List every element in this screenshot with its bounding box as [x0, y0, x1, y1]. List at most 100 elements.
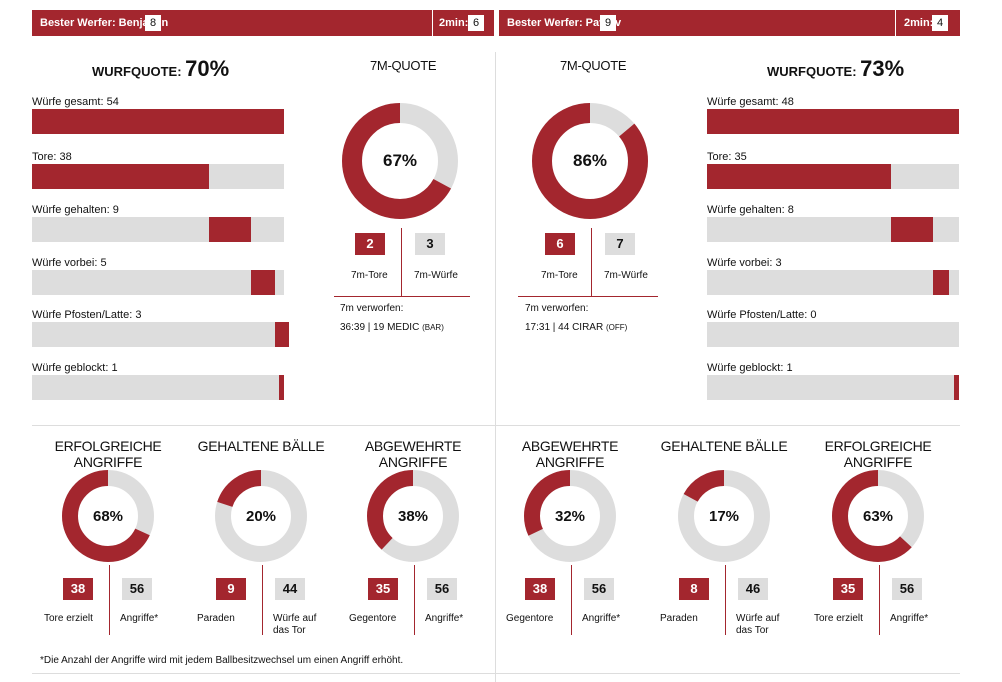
panel-donut-arc: [367, 470, 459, 562]
left_team-bar-label: Würfe Pfosten/Latte: 3: [32, 309, 142, 321]
right_team-bar-label: Würfe geblockt: 1: [707, 362, 793, 374]
left-header-bar: Bester Werfer: Benjamin 8 2min: 6: [32, 10, 494, 36]
panel-donut-svg: [832, 470, 924, 562]
right-best-thrower-goals: 9: [600, 15, 616, 31]
left_team-bar: [274, 322, 289, 347]
left_team-bar: [279, 375, 284, 400]
panel-label-b: Würfe auf das Tor: [273, 613, 317, 636]
left_team-bar-track: [32, 375, 284, 400]
section-divider: [32, 425, 960, 426]
panel-donut: 38%: [367, 470, 459, 562]
panel-value-b: 56: [584, 578, 614, 600]
panel-percent: 38%: [397, 507, 429, 525]
panel-donut: 32%: [524, 470, 616, 562]
box-divider: [725, 565, 726, 635]
right_team-bar-track: [707, 322, 959, 347]
panel-value-a: 8: [679, 578, 709, 600]
panel-donut-arc: [215, 470, 307, 562]
box-divider: [879, 565, 880, 635]
right-header-bar: Bester Werfer: Pavlov 9 2min: 4: [499, 10, 960, 36]
panel-label-a: Tore erzielt: [814, 613, 863, 624]
panel-donut: 17%: [678, 470, 770, 562]
panel-title: ERFOLGREICHE ANGRIFFE: [824, 438, 932, 470]
panel-donut-arc: [832, 470, 924, 562]
panel-label-b: Angriffe*: [890, 613, 929, 624]
left-wurfquote-label: WURFQUOTE:: [92, 64, 182, 79]
left_team-bar-label: Würfe gehalten: 9: [32, 204, 119, 216]
panel-donut: 68%: [62, 470, 154, 562]
left-7m-verworfen: 36:39 | 19 MEDIC (BAR): [340, 322, 444, 334]
left_team-bar-label: Tore: 38: [32, 151, 72, 163]
left_team-bar: [32, 164, 210, 189]
right_team-bar-label: Würfe Pfosten/Latte: 0: [707, 309, 817, 321]
panel-label-b: Angriffe*: [582, 613, 621, 624]
right_team-bar-track: [707, 270, 959, 295]
right-7m-donut-svg: [532, 103, 648, 219]
left-7m-donut-arc: [342, 103, 458, 219]
panel-donut-arc: [62, 470, 154, 562]
panel-label-a: Gegentore: [506, 613, 554, 624]
right-7m-wuerfe-label: 7m-Würfe: [604, 270, 648, 281]
left_team-bar-label: Würfe geblockt: 1: [32, 362, 118, 374]
left-7m-donut-svg: [342, 103, 458, 219]
right-7m-verworfen: 17:31 | 44 CIRAR (OFF): [525, 322, 627, 334]
right_team-bar: [707, 109, 959, 134]
panel-title: GEHALTENE BÄLLE: [660, 438, 788, 454]
panel-donut-svg: [367, 470, 459, 562]
panel-donut-svg: [678, 470, 770, 562]
panel-label-a: Tore erzielt: [44, 613, 93, 624]
left-wurfquote: WURFQUOTE: 70%: [92, 56, 229, 82]
panel-donut-arc: [678, 470, 770, 562]
right-7m-wuerfe: 7: [605, 233, 635, 255]
left_team-bar: [251, 270, 275, 295]
panel-donut-svg: [524, 470, 616, 562]
panel-value-b: 46: [738, 578, 768, 600]
right-7m-tore: 6: [545, 233, 575, 255]
panel-value-b: 56: [427, 578, 457, 600]
panel-value-b: 56: [122, 578, 152, 600]
right-wurfquote-label: WURFQUOTE:: [767, 64, 857, 79]
left_team-bar-track: [32, 270, 284, 295]
right-7m-donut: 86%: [532, 103, 648, 219]
panel-donut-svg: [62, 470, 154, 562]
left-best-thrower-goals: 8: [145, 15, 161, 31]
panel-percent: 68%: [92, 507, 124, 525]
left_team-bar-label: Würfe vorbei: 5: [32, 257, 107, 269]
left-7m-verworfen-detail: 36:39 | 19 MEDIC: [340, 322, 420, 333]
panel-donut-arc: [524, 470, 616, 562]
left-7m-donut: 67%: [342, 103, 458, 219]
panel-value-a: 38: [525, 578, 555, 600]
right_team-bar: [707, 164, 891, 189]
right-best-thrower-label: Bester Werfer: Pavlov: [507, 17, 622, 29]
right-7m-verworfen-detail: 17:31 | 44 CIRAR: [525, 322, 604, 333]
left_team-bar-track: [32, 322, 284, 347]
box-divider: [571, 565, 572, 635]
right-2min-label: 2min:: [904, 17, 934, 29]
right-7m-percent: 86%: [572, 151, 608, 170]
right-wurfquote: WURFQUOTE: 73%: [767, 56, 904, 82]
panel-title: ABGEWEHRTE ANGRIFFE: [364, 438, 462, 470]
panel-label-a: Paraden: [660, 613, 698, 624]
panel-title: GEHALTENE BÄLLE: [197, 438, 325, 454]
right-7m-tore-label: 7m-Tore: [541, 270, 578, 281]
panel-percent: 63%: [862, 507, 894, 525]
right_team-bar: [953, 375, 959, 400]
left-7m-tore-label: 7m-Tore: [351, 270, 388, 281]
panel-label-b: Würfe auf das Tor: [736, 613, 780, 636]
panel-label-b: Angriffe*: [120, 613, 159, 624]
panel-value-a: 38: [63, 578, 93, 600]
panel-title: ERFOLGREICHE ANGRIFFE: [54, 438, 162, 470]
left-7m-verworfen-label: 7m verworfen:: [340, 303, 404, 314]
panel-value-a: 9: [216, 578, 246, 600]
box-divider: [414, 565, 415, 635]
panel-donut-svg: [215, 470, 307, 562]
right-7m-verworfen-label: 7m verworfen:: [525, 303, 589, 314]
header-divider: [432, 10, 433, 36]
box-baseline: [334, 296, 470, 297]
panel-label-a: Gegentore: [349, 613, 397, 624]
panel-donut: 20%: [215, 470, 307, 562]
panel-donut: 63%: [832, 470, 924, 562]
left-wurfquote-value: 70%: [185, 56, 230, 81]
left-7m-verworfen-team: (BAR): [422, 323, 444, 332]
right_team-bar-label: Tore: 35: [707, 151, 747, 163]
